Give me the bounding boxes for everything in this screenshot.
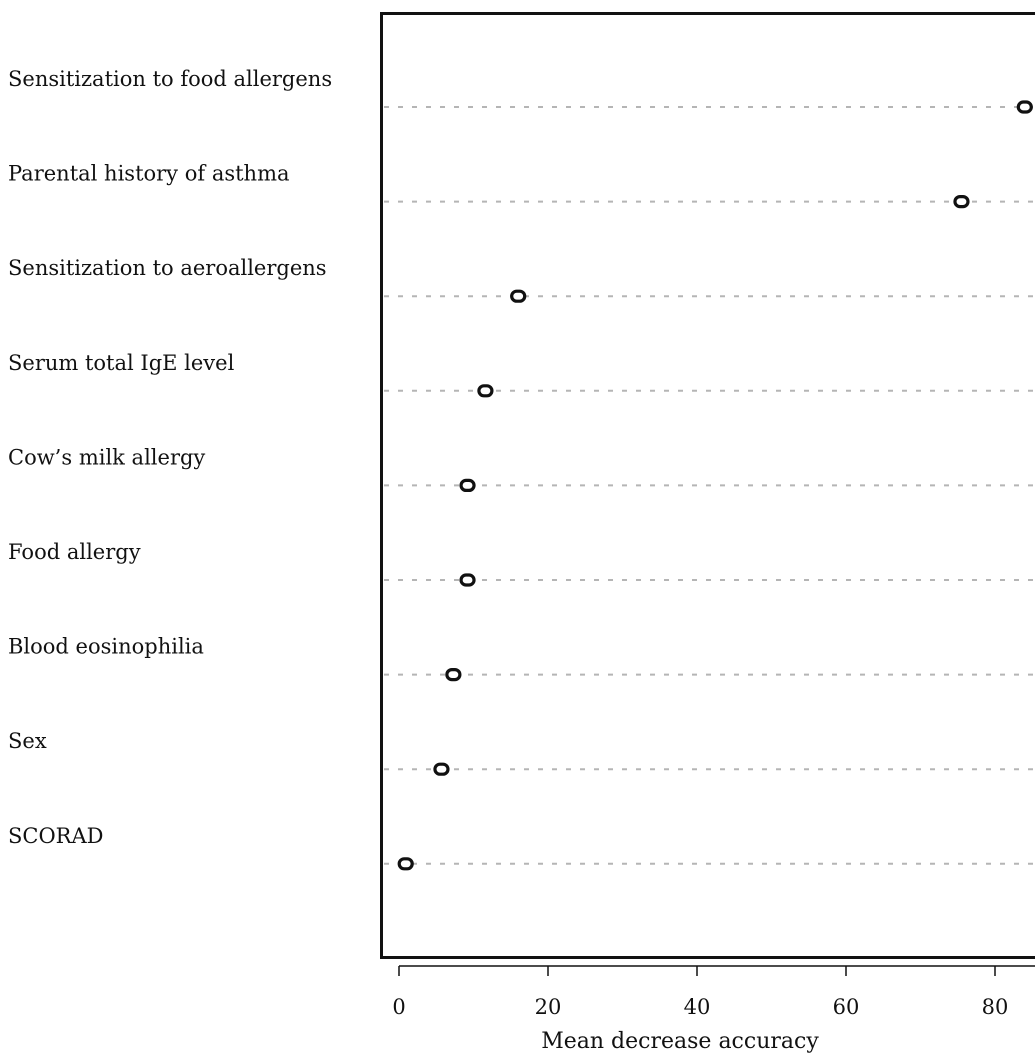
x-axis-label: Mean decrease accuracy — [541, 1029, 819, 1053]
category-label: Blood eosinophilia — [8, 635, 204, 659]
x-tick-label: 20 — [535, 995, 562, 1019]
x-tick-label: 60 — [833, 995, 860, 1019]
data-point — [1016, 100, 1033, 114]
category-label: Parental history of asthma — [8, 162, 290, 186]
data-point — [433, 762, 450, 776]
category-label: Cow’s milk allergy — [8, 445, 205, 469]
category-label: SCORAD — [8, 824, 103, 848]
data-point — [510, 289, 527, 303]
x-tick-label: 80 — [982, 995, 1009, 1019]
data-point — [459, 573, 476, 587]
data-point — [459, 478, 476, 492]
x-tick-label: 40 — [684, 995, 711, 1019]
data-point — [445, 667, 462, 682]
category-label: Sex — [8, 729, 47, 753]
data-point — [397, 857, 414, 871]
x-axis: 0 20 40 60 80 — [392, 965, 1035, 1019]
category-labels: Sensitization to food allergens Parental … — [8, 67, 332, 848]
guide-lines — [384, 106, 1035, 865]
data-point — [953, 195, 970, 209]
x-tick-label: 0 — [392, 995, 405, 1019]
category-label: Food allergy — [8, 540, 141, 564]
category-label: Sensitization to aeroallergens — [8, 256, 327, 280]
data-points — [397, 100, 1033, 871]
category-label: Serum total IgE level — [8, 351, 235, 375]
plot-frame — [380, 12, 1035, 959]
category-label: Sensitization to food allergens — [8, 67, 332, 91]
data-point — [477, 384, 494, 398]
